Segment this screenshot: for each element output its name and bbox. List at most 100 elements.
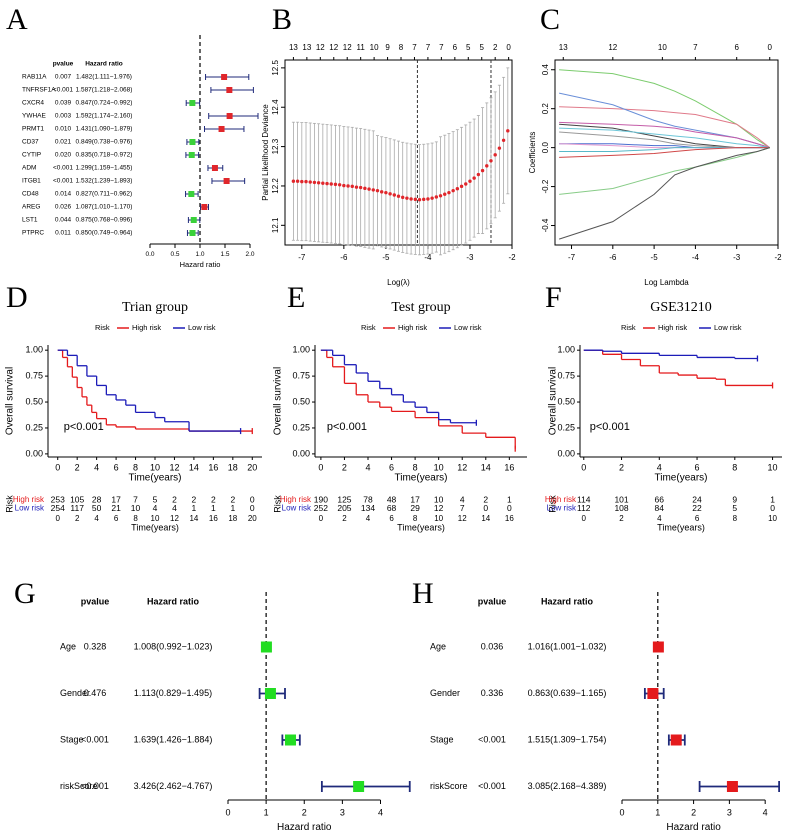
hazard-ratio-marker (670, 734, 682, 746)
deviance-point (337, 183, 342, 187)
risk-table-count: 50 (92, 503, 102, 513)
deviance-point (367, 187, 371, 191)
risk-table-count: 108 (614, 503, 628, 513)
p-value: 0.021 (55, 139, 72, 146)
panel-letter: G (14, 577, 36, 610)
y-tick-label: 12.1 (271, 217, 280, 233)
deviance-point (308, 180, 312, 184)
p-value: 0.336 (481, 688, 504, 698)
p-value: 0.010 (55, 126, 72, 133)
risk-table-row-label: Low risk (282, 504, 312, 513)
panel-letter: C (540, 3, 560, 36)
risk-table-count: 5 (153, 494, 158, 504)
x-axis-label: Time(years) (655, 473, 708, 484)
chart-title: GSE31210 (650, 300, 711, 315)
hazard-ratio-marker (211, 165, 218, 171)
risk-table-count: 28 (92, 494, 102, 504)
y-tick-label: 12.5 (271, 60, 280, 76)
deviance-point (325, 181, 329, 186)
top-tick-label: 13 (302, 43, 311, 52)
panel-letter: D (6, 281, 28, 314)
p-value: 0.026 (55, 204, 72, 211)
risk-table-tick-label: 4 (657, 514, 662, 523)
hazard-ratio-text: 1.113(0.829−1.495) (134, 688, 212, 698)
hazard-ratio-marker (353, 781, 365, 792)
risk-table-x-label: Time(years) (397, 522, 445, 532)
y-tick-label: 0.75 (557, 370, 575, 380)
x-tick-label: 8 (413, 462, 418, 472)
x-tick-label: 12 (169, 462, 179, 472)
p-value-annotation: p<0.001 (64, 421, 104, 433)
x-tick-label: 1 (655, 807, 660, 817)
x-axis-label: Hazard ratio (180, 260, 221, 269)
x-tick-label: 10 (768, 462, 778, 472)
top-tick-label: 9 (385, 43, 390, 52)
x-tick-label: 2 (691, 807, 696, 817)
chart-title: Trian group (122, 300, 188, 315)
top-tick-label: 7 (426, 43, 431, 52)
x-tick-label: 0 (225, 807, 230, 817)
top-tick-label: 8 (399, 43, 404, 52)
p-value: 0.044 (55, 217, 72, 224)
x-tick-label: -2 (508, 253, 516, 262)
top-tick-label: 10 (370, 43, 379, 52)
x-tick-label: 20 (247, 462, 257, 472)
risk-table-row-label: Low risk (15, 504, 45, 513)
hazard-ratio-marker (226, 113, 233, 119)
hazard-ratio-text: 1.087(1.010−1.170) (76, 204, 133, 211)
deviance-point (430, 196, 434, 200)
top-tick-label: 5 (466, 43, 471, 52)
x-axis-label: Time(years) (129, 473, 182, 484)
risk-table-title: Risk (547, 495, 557, 513)
coefficient-path (559, 121, 770, 149)
risk-table-count: 22 (692, 503, 702, 513)
risk-table-tick-label: 6 (114, 514, 119, 523)
y-tick-label: 0.00 (557, 448, 575, 458)
hazard-ratio-marker (652, 641, 664, 653)
top-tick-label: 12 (316, 43, 325, 52)
x-tick-label: 4 (94, 462, 99, 472)
p-value: <0.001 (53, 165, 73, 172)
y-tick-label: 0.25 (292, 422, 310, 432)
hazard-ratio-marker (284, 734, 296, 746)
risk-table-row-label: High risk (280, 495, 312, 504)
hazard-ratio-text: 1.299(1.159−1.455) (76, 165, 133, 172)
risk-table-tick-label: 8 (733, 514, 738, 523)
hazard-ratio-text: 1.592(1.174−2.160) (76, 113, 133, 120)
risk-table-tick-label: 2 (342, 514, 347, 523)
top-tick-label: 2 (493, 43, 498, 52)
risk-table-count: 17 (111, 494, 121, 504)
hazard-ratio-text: 0.875(0.768−0.996) (76, 217, 133, 224)
row-label: TNFRSF1A (22, 87, 56, 94)
legend-label: Low risk (188, 323, 216, 332)
hazard-ratio-text: 0.849(0.738−0.976) (76, 139, 133, 146)
y-tick-label: 12.4 (271, 99, 280, 115)
x-tick-label: 2 (619, 462, 624, 472)
y-axis-label: Overall survival (5, 367, 16, 435)
deviance-point (329, 182, 333, 186)
risk-table-count: 7 (460, 503, 465, 513)
y-axis-label: Overall survival (548, 367, 559, 435)
hazard-ratio-text: 1.482(1.111−1.976) (76, 74, 132, 81)
hazard-ratio-text: 0.847(0.724−0.992) (76, 100, 133, 107)
risk-table-count: 0 (250, 503, 255, 513)
x-tick-label: -5 (382, 253, 390, 262)
risk-table-tick-label: 14 (189, 514, 198, 523)
risk-table-count: 1 (770, 494, 775, 504)
p-value: 0.007 (55, 74, 72, 81)
y-tick-label: 0.50 (292, 396, 310, 406)
row-label: CD48 (22, 191, 39, 198)
x-tick-label: 2 (75, 462, 80, 472)
risk-table-count: 4 (172, 503, 177, 513)
x-tick-label: 0.0 (145, 251, 154, 258)
x-tick-label: -4 (692, 253, 700, 262)
hazard-ratio-text: 1.639(1.426−1.884) (134, 734, 213, 744)
panel-letter: B (272, 3, 292, 36)
x-tick-label: 0 (318, 462, 323, 472)
risk-table-count: 0 (483, 503, 488, 513)
hazard-ratio-marker (647, 688, 659, 699)
legend-label: Low risk (714, 323, 742, 332)
row-label: RAB11A (22, 74, 47, 81)
x-tick-label: -6 (340, 253, 348, 262)
risk-table-count: 2 (230, 494, 235, 504)
